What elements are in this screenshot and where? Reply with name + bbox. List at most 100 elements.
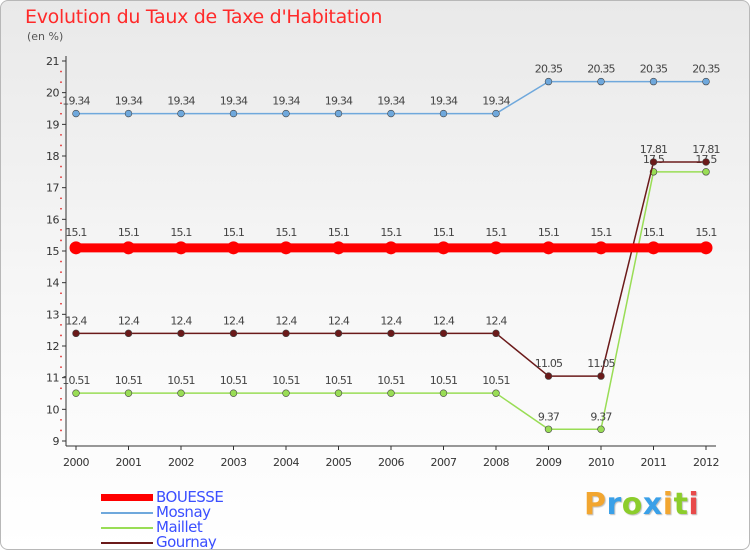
data-point: [334, 329, 343, 338]
data-point: [229, 389, 238, 397]
x-tick-label: 2006: [378, 456, 404, 469]
data-point: [387, 109, 395, 118]
data-label: 19.34: [377, 95, 405, 108]
x-tick-label: 2001: [116, 456, 142, 469]
data-label: 12.4: [433, 314, 455, 327]
data-label: 19.34: [115, 95, 143, 108]
data-point: [229, 109, 238, 118]
data-label: 11.05: [535, 357, 563, 370]
data-label: 20.35: [640, 63, 668, 76]
y-minor-tick: [60, 418, 62, 421]
y-minor-tick: [60, 144, 62, 147]
data-point: [594, 241, 608, 255]
data-point: [282, 389, 290, 397]
data-point: [544, 425, 553, 433]
y-unit-label: (en %): [27, 30, 64, 43]
y-minor-tick: [60, 176, 62, 179]
data-point: [72, 389, 80, 397]
data-point: [489, 241, 503, 255]
data-label: 10.51: [62, 374, 90, 387]
data-label: 10.51: [220, 374, 248, 387]
data-point: [387, 389, 395, 397]
data-point: [177, 329, 185, 338]
data-point: [69, 241, 83, 255]
data-label: 12.4: [328, 314, 350, 327]
legend-swatch: [101, 542, 153, 544]
data-label: 12.4: [223, 314, 245, 327]
data-label: 19.34: [62, 95, 90, 108]
y-minor-tick: [60, 366, 62, 369]
y-tick-label: 21: [46, 55, 59, 68]
data-point: [492, 329, 500, 338]
y-tick-label: 9: [53, 435, 60, 448]
data-label: 15.1: [380, 226, 401, 239]
series-line-gournay: [76, 161, 706, 377]
y-minor-tick: [60, 397, 62, 400]
y-tick-label: 17: [46, 182, 59, 195]
data-point: [124, 109, 133, 118]
data-point: [439, 109, 448, 118]
data-label: 17.81: [640, 143, 668, 156]
legend-label: BOUESSE: [156, 488, 224, 506]
data-label: 19.34: [272, 95, 300, 108]
data-label: 11.05: [587, 357, 615, 370]
data-label: 10.51: [115, 374, 143, 387]
y-minor-tick: [60, 271, 62, 274]
data-point: [492, 389, 500, 397]
data-label: 9.37: [590, 410, 612, 423]
data-label: 15.1: [223, 226, 244, 239]
x-tick-label: 2011: [641, 456, 667, 469]
data-point: [177, 109, 185, 118]
y-minor-tick: [60, 207, 62, 210]
data-label: 15.1: [538, 226, 559, 239]
data-point: [124, 389, 133, 397]
data-point: [384, 241, 398, 255]
data-point: [124, 329, 133, 338]
data-label: 19.34: [325, 95, 353, 108]
y-minor-tick: [60, 334, 62, 337]
data-point: [282, 329, 290, 338]
legend-swatch: [101, 512, 153, 514]
data-point: [699, 241, 713, 255]
data-point: [439, 329, 448, 338]
data-point: [227, 241, 240, 255]
x-tick-label: 2009: [536, 456, 562, 469]
data-label: 20.35: [587, 63, 615, 76]
data-point: [544, 77, 553, 86]
legend-label: Mosnay: [156, 503, 211, 521]
data-label: 9.37: [538, 410, 560, 423]
y-minor-tick: [60, 429, 62, 432]
y-tick-label: 13: [46, 308, 59, 321]
data-point: [542, 241, 555, 255]
data-point: [387, 329, 395, 338]
data-label: 19.34: [430, 95, 458, 108]
data-label: 19.34: [220, 95, 248, 108]
data-label: 15.1: [695, 226, 716, 239]
data-point: [332, 241, 345, 255]
data-label: 15.1: [118, 226, 139, 239]
y-minor-tick: [60, 165, 62, 168]
logo-letter: o: [621, 487, 643, 522]
data-label: 15.1: [590, 226, 611, 239]
data-label: 19.34: [482, 95, 510, 108]
data-label: 17.81: [692, 143, 720, 156]
data-label: 10.51: [325, 374, 353, 387]
x-tick-label: 2012: [693, 456, 719, 469]
legend-label: Gournay: [156, 533, 217, 550]
x-tick-label: 2008: [483, 456, 509, 469]
y-tick-label: 15: [46, 245, 59, 258]
y-tick-label: 18: [46, 150, 59, 163]
data-label: 15.1: [485, 226, 506, 239]
data-label: 10.51: [430, 374, 458, 387]
data-label: 15.1: [328, 226, 349, 239]
y-minor-tick: [60, 239, 62, 242]
x-tick-label: 2007: [431, 456, 457, 469]
legend-swatch: [101, 494, 153, 501]
legend-swatch: [101, 527, 153, 529]
y-tick-label: 12: [46, 340, 59, 353]
data-point: [492, 109, 500, 118]
data-point: [122, 241, 135, 255]
y-minor-tick: [60, 387, 62, 390]
